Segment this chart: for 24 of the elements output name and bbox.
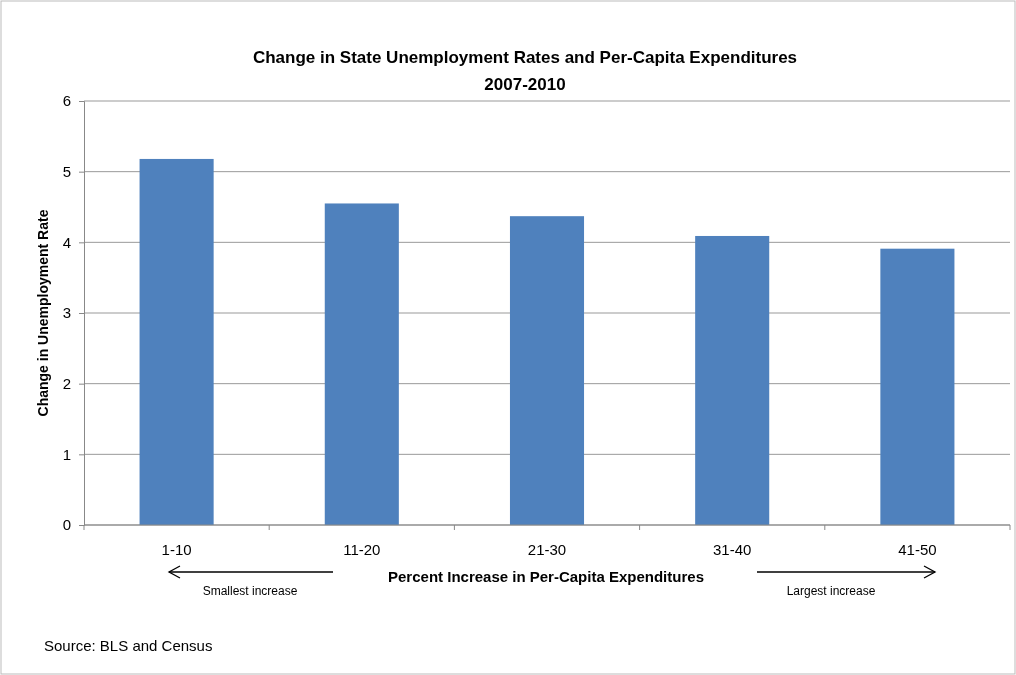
x-tick-label: 21-30 bbox=[527, 541, 567, 558]
y-tick-label: 0 bbox=[62, 516, 71, 534]
y-axis-title: Change in Unemployment Rate bbox=[35, 209, 51, 417]
y-tick-label: 4 bbox=[62, 233, 71, 251]
x-axis-title: Percent Increase in Per-Capita Expenditures bbox=[388, 568, 704, 585]
chart-title: Change in State Unemployment Rates and Per-Capita Expenditures bbox=[252, 48, 798, 67]
bar bbox=[509, 216, 585, 525]
text: Largest increase bbox=[786, 584, 876, 598]
source-note: Source: BLS and Census bbox=[44, 637, 213, 654]
x-tick-label: 11-20 bbox=[343, 541, 381, 558]
y-tick-label: 5 bbox=[62, 162, 71, 180]
y-tick-label: 2 bbox=[62, 374, 71, 392]
y-tick-label: 1 bbox=[62, 445, 71, 463]
bar bbox=[695, 235, 770, 525]
bar bbox=[880, 248, 955, 525]
bar bbox=[324, 203, 399, 525]
x-tick-label: 31-40 bbox=[713, 541, 752, 558]
y-tick-label: 6 bbox=[62, 92, 71, 110]
bar bbox=[139, 158, 214, 525]
text: Smallest increase bbox=[202, 584, 298, 598]
y-tick-label: 3 bbox=[62, 304, 71, 322]
x-tick-label: 1-10 bbox=[161, 541, 192, 558]
x-tick-label: 41-50 bbox=[898, 541, 937, 558]
chart-subtitle: 2007-2010 bbox=[484, 75, 566, 94]
